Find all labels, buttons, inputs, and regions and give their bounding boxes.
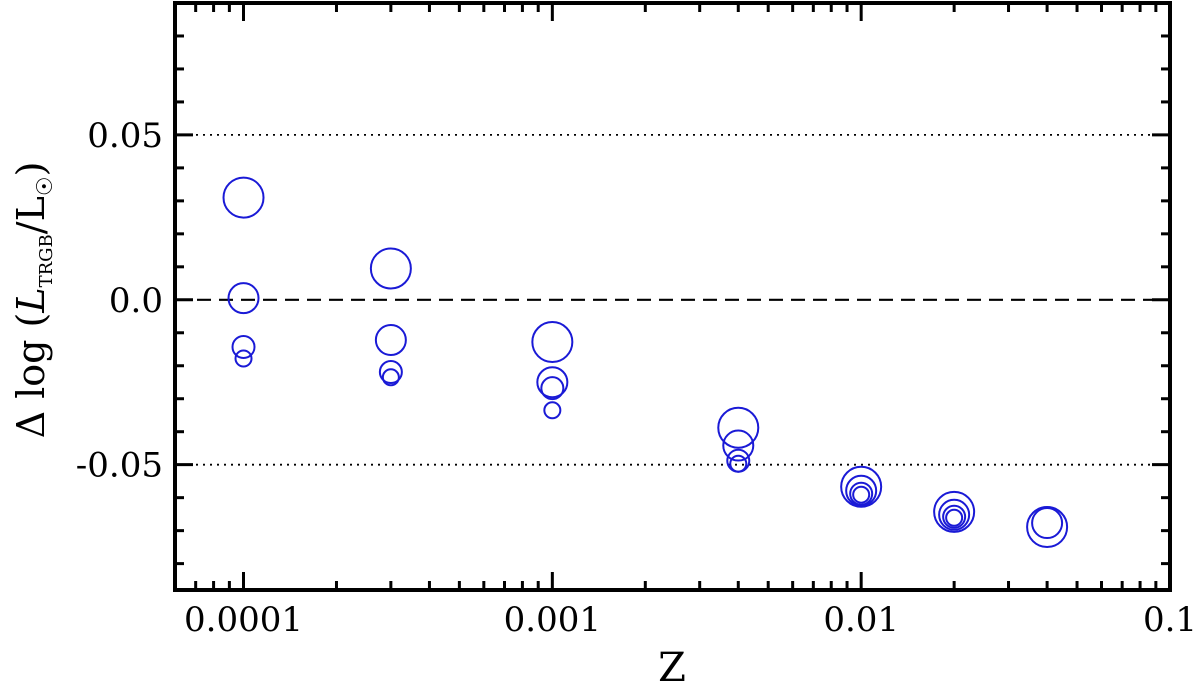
data-point-small <box>231 334 256 359</box>
y-axis-title-subscript: TRGB <box>36 234 57 287</box>
x-tick-labels: 0.0001 0.001 0.01 0.1 <box>184 600 1197 640</box>
data-point-medium <box>938 498 971 531</box>
data-point-medium <box>845 474 878 507</box>
data-point-medium <box>227 282 260 315</box>
data-point-small <box>849 481 874 506</box>
data-point-medium <box>536 366 569 399</box>
data-point-large <box>531 321 574 364</box>
data-point-large <box>222 176 265 219</box>
y-tick-labels: 0.05 0.0 -0.05 <box>76 116 163 486</box>
reference-lines <box>175 134 1170 466</box>
y-tick-label: 0.0 <box>109 281 163 321</box>
y-tick-label: 0.05 <box>87 116 163 156</box>
data-point-large <box>933 490 976 533</box>
data-point-medium <box>722 429 755 462</box>
y-tick-label: -0.05 <box>76 446 163 486</box>
data-point-large <box>1026 506 1069 549</box>
data-points <box>222 176 1069 549</box>
data-point-smallest <box>852 485 871 504</box>
x-tick-label: 0.0001 <box>184 600 303 640</box>
y-axis-title-sun-symbol: ☉ <box>33 176 58 196</box>
data-point-small <box>378 360 403 385</box>
y-axis-title: Δ log (LTRGB/L☉) <box>9 162 58 439</box>
y-axis-title-close: ) <box>9 162 53 177</box>
data-point-smallest <box>543 401 562 420</box>
x-tick-label: 0.01 <box>823 600 899 640</box>
plot-area <box>175 3 1170 590</box>
y-axis-title-suffix: /L <box>9 196 53 234</box>
data-point-smallest <box>381 368 400 387</box>
x-tick-label: 0.001 <box>504 600 601 640</box>
data-point-smallest <box>234 349 253 368</box>
plot-frame <box>173 1 1172 592</box>
data-point-large <box>840 465 883 508</box>
y-axis-title-symbol: L <box>9 287 53 313</box>
data-point-small <box>942 504 967 529</box>
data-point-medium <box>1031 507 1064 540</box>
y-axis-title-prefix: Δ log ( <box>9 313 53 439</box>
data-point-smallest <box>729 454 748 473</box>
data-point-large <box>717 406 760 449</box>
data-point-medium <box>374 324 407 357</box>
data-point-small <box>540 376 565 401</box>
x-tick-label: 0.1 <box>1143 600 1197 640</box>
data-point-smallest <box>945 508 964 527</box>
x-axis-title: Z <box>658 645 686 689</box>
data-point-large <box>369 247 412 290</box>
svg-text:Δ log (LTRGB/L☉): Δ log (LTRGB/L☉) <box>9 162 58 439</box>
